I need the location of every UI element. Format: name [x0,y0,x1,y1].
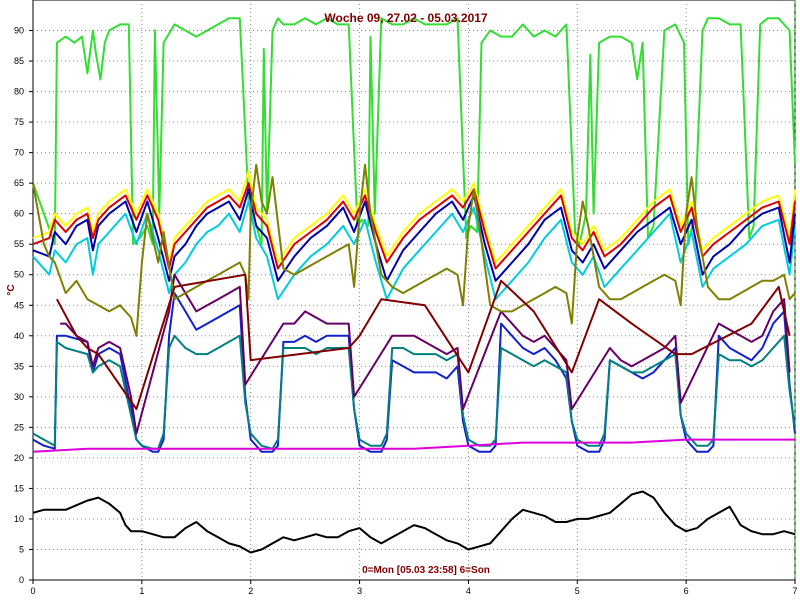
y-tick-label: 40 [14,331,24,341]
y-tick-label: 90 [14,26,24,36]
series-line-8 [60,273,791,435]
y-axis-label: °C [6,284,17,295]
x-axis-label: 0=Mon [05.03 23:58] 6=Son [362,565,490,576]
x-tick-label: 4 [466,586,471,596]
y-tick-label: 50 [14,270,24,280]
y-tick-label: 25 [14,422,24,432]
chart-title: Woche 09, 27.02 - 05.03.2017 [324,11,488,25]
series-line-6 [32,292,796,453]
y-tick-label: 70 [14,148,24,158]
series-line-10 [56,273,791,411]
y-tick-label: 10 [14,514,24,524]
y-tick-label: 35 [14,361,24,371]
x-tick-label: 5 [575,586,580,596]
y-tick-label: 55 [14,239,24,249]
y-tick-label: 45 [14,300,24,310]
series-line-12 [32,490,796,554]
y-tick-label: 5 [19,544,24,554]
x-axis-ticks: 0 1 2 3 4 5 6 7 [30,580,798,596]
series-line-11 [32,438,795,453]
y-tick-label: 0 [19,575,24,585]
series-line-1 [32,17,796,246]
x-tick-label: 6 [684,586,689,596]
series-group [32,17,796,554]
x-tick-label: 1 [139,586,144,596]
y-tick-label: 20 [14,453,24,463]
y-tick-label: 85 [14,56,24,66]
y-tick-label: 30 [14,392,24,402]
y-tick-label: 65 [14,178,24,188]
x-tick-label: 7 [792,586,797,596]
y-tick-label: 80 [14,87,24,97]
x-tick-label: 0 [30,586,35,596]
y-tick-label: 75 [14,117,24,127]
y-tick-label: 60 [14,209,24,219]
series-line-7 [32,334,796,450]
x-tick-label: 3 [357,586,362,596]
series-line-3 [32,182,796,270]
plot-area [32,0,796,581]
x-tick-label: 2 [248,586,253,596]
y-tick-label: 15 [14,483,24,493]
series-line-2 [32,169,796,264]
series-line-4 [32,200,796,301]
series-line-9 [32,163,796,337]
grid [33,0,796,580]
y-axis-ticks: 0 5 10 15 20 25 30 35 40 45 50 55 60 65 70 75 80 85 90 [14,26,33,585]
